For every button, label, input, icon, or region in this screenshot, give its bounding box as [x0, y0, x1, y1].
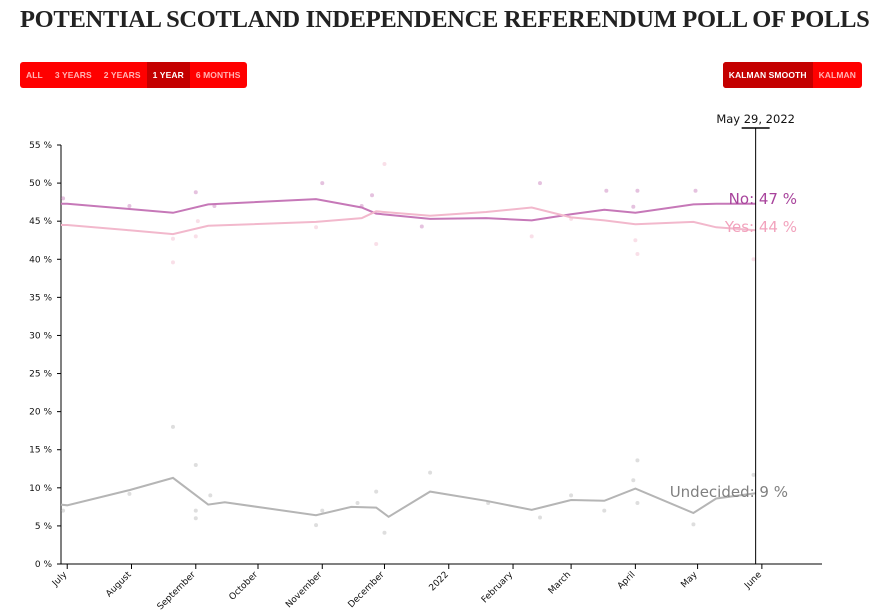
undecided-poll-point: [631, 478, 636, 483]
x-tick-label: November: [284, 570, 324, 610]
yes-poll-point: [635, 251, 640, 256]
x-tick-label: May: [679, 570, 700, 591]
range-2-years-button[interactable]: 2 YEARS: [103, 70, 141, 80]
yes-poll-point: [751, 257, 756, 262]
undecided-trend-line: [60, 476, 756, 519]
range-3-years-button[interactable]: 3 YEARS: [54, 70, 92, 80]
yes-poll-point: [314, 225, 319, 230]
yes-trend-line: [61, 206, 756, 236]
y-tick-label: 30 %: [29, 331, 52, 341]
undecided-poll-point: [428, 470, 433, 475]
range-all-button[interactable]: ALL: [26, 70, 43, 80]
undecided-poll-point: [170, 424, 175, 429]
undecided-poll-point: [374, 489, 379, 494]
x-tick-label: September: [156, 570, 198, 612]
undecided-poll-point: [602, 508, 607, 513]
yes-poll-point: [382, 162, 387, 167]
undecided-poll-point: [193, 462, 198, 467]
x-tick-label: June: [742, 570, 764, 592]
x-tick-label: 2022: [428, 570, 451, 593]
no-poll-point: [370, 193, 375, 198]
yes-poll-point: [374, 242, 379, 247]
y-tick-label: 0 %: [35, 560, 53, 570]
no-poll-point: [419, 224, 424, 229]
yes-poll-point: [529, 234, 534, 239]
no-poll-point: [537, 181, 542, 186]
no-poll-point: [631, 204, 636, 209]
y-tick-label: 20 %: [29, 408, 52, 418]
range-1-year-button[interactable]: 1 YEAR: [146, 62, 190, 88]
undecided-poll-point: [193, 516, 198, 521]
undecided-poll-point: [751, 472, 756, 477]
undecided-poll-point: [127, 491, 132, 496]
yes-end-label: Yes: 44 %: [724, 218, 797, 236]
x-tick-label: August: [104, 570, 134, 600]
undecided-poll-point: [569, 493, 574, 498]
smoothing-button-group: KALMAN SMOOTH KALMAN: [722, 62, 862, 88]
yes-poll-point: [193, 234, 198, 239]
x-tick-label: April: [616, 570, 638, 592]
range-button-group: ALL 3 YEARS 2 YEARS 1 YEAR 6 MONTHS: [20, 62, 247, 88]
kalman-smooth-button[interactable]: KALMAN SMOOTH: [722, 62, 813, 88]
no-poll-point: [61, 196, 66, 201]
undecided-poll-point: [537, 515, 542, 520]
no-trend-line: [61, 198, 756, 222]
undecided-poll-point: [314, 523, 319, 528]
no-end-label: No: 47 %: [729, 190, 797, 208]
chart-title: POTENTIAL SCOTLAND INDEPENDENCE REFEREND…: [20, 6, 870, 33]
x-tick-label: October: [228, 570, 261, 603]
x-tick-label: December: [347, 570, 387, 610]
undecided-poll-point: [208, 493, 213, 498]
kalman-button[interactable]: KALMAN: [818, 70, 856, 80]
no-poll-point: [320, 181, 325, 186]
undecided-poll-point: [382, 530, 387, 535]
undecided-poll-point: [61, 508, 66, 513]
no-poll-point: [604, 188, 609, 193]
x-tick-label: February: [480, 570, 516, 606]
current-date-label: May 29, 2022: [716, 112, 795, 126]
y-tick-label: 15 %: [29, 446, 52, 456]
undecided-poll-point: [355, 501, 360, 506]
no-poll-point: [127, 203, 132, 208]
undecided-poll-point: [193, 508, 198, 513]
undecided-poll-point: [320, 508, 325, 513]
y-tick-label: 10 %: [29, 484, 52, 494]
undecided-poll-point: [635, 458, 640, 463]
yes-poll-point: [195, 219, 200, 224]
range-6-months-button[interactable]: 6 MONTHS: [195, 70, 241, 80]
no-poll-point: [193, 190, 198, 195]
y-tick-label: 40 %: [29, 255, 52, 265]
yes-poll-point: [170, 260, 175, 265]
x-tick-label: March: [547, 570, 573, 596]
x-tick-label: July: [50, 570, 70, 590]
undecided-end-label: Undecided: 9 %: [670, 483, 788, 501]
no-poll-point: [693, 188, 698, 193]
y-tick-label: 5 %: [35, 522, 53, 532]
yes-poll-point: [633, 238, 638, 243]
y-tick-label: 55 %: [29, 141, 52, 151]
undecided-poll-point: [691, 522, 696, 527]
no-poll-point: [635, 188, 640, 193]
y-tick-label: 50 %: [29, 179, 52, 189]
y-tick-label: 45 %: [29, 217, 52, 227]
yes-poll-point: [170, 236, 175, 241]
y-tick-label: 35 %: [29, 293, 52, 303]
undecided-poll-point: [635, 501, 640, 506]
y-tick-label: 25 %: [29, 370, 52, 380]
